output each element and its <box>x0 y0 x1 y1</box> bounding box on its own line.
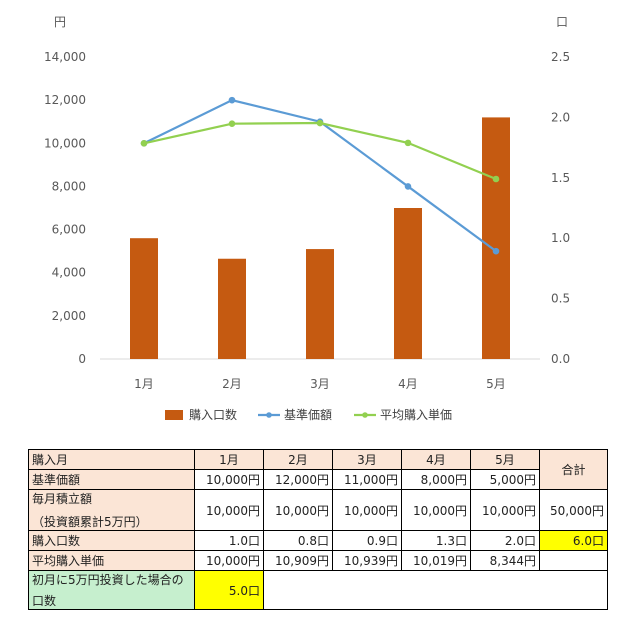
y-left-tick-label: 4,000 <box>52 266 86 280</box>
data-table: 購入月 1月 2月 3月 4月 5月 合計 基準価額 10,000円 12,00… <box>28 449 608 610</box>
series-point <box>228 96 236 104</box>
y-left-tick-label: 12,000 <box>44 93 86 107</box>
x-axis-labels: 1月 2月 3月 4月 5月 <box>134 377 506 391</box>
legend-marker <box>362 412 368 418</box>
header-month: 1月 <box>194 449 264 470</box>
header-label: 購入月 <box>28 449 195 470</box>
cell: 10,000円 <box>194 550 264 571</box>
row-label-line2: （投資額累計5万円） <box>32 515 148 529</box>
legend-label: 平均購入単価 <box>380 408 452 422</box>
y-axis-left-ticks: 0 2,000 4,000 6,000 8,000 10,000 12,000 14,000 <box>44 50 86 366</box>
cell: 0.9口 <box>332 530 402 551</box>
y-right-tick-label: 2.0 <box>551 110 570 124</box>
cell: 10,000円 <box>194 489 264 531</box>
y-right-tick-label: 1.5 <box>551 171 570 185</box>
series-point <box>140 139 148 147</box>
empty-cell <box>539 550 608 571</box>
y-axis-right-ticks: 0.0 0.5 1.0 1.5 2.0 2.5 <box>551 50 570 366</box>
x-tick-label: 5月 <box>486 377 506 391</box>
cell: 10,909円 <box>263 550 333 571</box>
series-point <box>404 183 412 190</box>
series-point <box>316 119 324 127</box>
y-left-tick-label: 0 <box>78 352 86 366</box>
y-left-tick-label: 2,000 <box>52 309 86 323</box>
series-point <box>492 247 500 255</box>
y-left-tick-label: 10,000 <box>44 136 86 150</box>
cell: 2.0口 <box>470 530 540 551</box>
legend-label: 基準価額 <box>284 407 332 422</box>
row-label: 購入口数 <box>28 530 195 551</box>
cell: 10,019円 <box>401 550 471 571</box>
legend: 購入口数 基準価額 平均購入単価 <box>165 407 452 422</box>
x-tick-label: 4月 <box>398 377 418 391</box>
y-right-tick-label: 2.5 <box>551 50 570 64</box>
header-month: 3月 <box>332 449 402 470</box>
y-left-tick-label: 14,000 <box>44 50 86 64</box>
y-right-tick-label: 0.0 <box>551 352 570 366</box>
series-point <box>228 120 236 127</box>
y-axis-right-unit: 口 <box>556 15 568 29</box>
bar <box>482 117 510 360</box>
table-header-row: 購入月 1月 2月 3月 4月 5月 合計 <box>28 449 608 490</box>
table-row: 基準価額 10,000円 12,000円 11,000円 8,000円 5,00… <box>28 469 608 490</box>
table-row: 初月に5万円投資した場合の 口数 5.0口 <box>28 570 608 610</box>
total-cell: 50,000円 <box>539 489 608 531</box>
bar <box>306 249 334 359</box>
row-label: 平均購入単価 <box>28 550 195 571</box>
x-tick-label: 3月 <box>310 377 330 391</box>
cell: 10,000円 <box>332 489 402 531</box>
cell: 1.0口 <box>194 530 264 551</box>
table-row: 平均購入単価 10,000円 10,909円 10,939円 10,019円 8… <box>28 550 608 571</box>
y-right-tick-label: 1.0 <box>551 231 570 245</box>
legend-swatch <box>165 410 183 420</box>
cell: 8,000円 <box>401 469 471 490</box>
table-row: 毎月積立額 （投資額累計5万円） 10,000円 10,000円 10,000円… <box>28 489 608 531</box>
cell: 8,344円 <box>470 550 540 571</box>
x-tick-label: 2月 <box>222 377 242 391</box>
cell: 10,000円 <box>470 489 540 531</box>
legend-marker <box>266 412 272 418</box>
cell: 10,000円 <box>401 489 471 531</box>
row-label: 毎月積立額 （投資額累計5万円） <box>28 489 195 531</box>
total-cell: 6.0口 <box>539 530 608 551</box>
table-row: 購入口数 1.0口 0.8口 0.9口 1.3口 2.0口 6.0口 <box>28 530 608 551</box>
row-label: 基準価額 <box>28 469 195 490</box>
series-line <box>143 121 497 181</box>
series-point <box>404 139 412 147</box>
cell: 0.8口 <box>263 530 333 551</box>
bar <box>130 238 158 359</box>
series-point <box>492 175 500 183</box>
header-month: 5月 <box>470 449 540 470</box>
line-series <box>140 96 500 255</box>
cell: 10,000円 <box>263 489 333 531</box>
cell: 10,000円 <box>194 469 264 490</box>
cell: 10,939円 <box>332 550 402 571</box>
y-right-tick-label: 0.5 <box>551 292 570 306</box>
cell: 1.3口 <box>401 530 471 551</box>
legend-label: 購入口数 <box>189 407 237 422</box>
header-month: 4月 <box>401 449 471 470</box>
y-left-tick-label: 8,000 <box>52 179 86 193</box>
bar-series <box>130 117 510 360</box>
y-left-tick-label: 6,000 <box>52 223 86 237</box>
row-label-line1: 初月に5万円投資した場合の <box>32 573 184 587</box>
cell: 12,000円 <box>263 469 333 490</box>
row-label-line2: 口数 <box>32 594 57 608</box>
row-label-line1: 毎月積立額 <box>32 492 93 506</box>
row-label: 初月に5万円投資した場合の 口数 <box>28 570 195 610</box>
empty-cell <box>263 570 608 610</box>
chart: 円 口 0 2,000 4,000 6,000 8,000 10,000 12,000 14,… <box>44 15 570 422</box>
header-month: 2月 <box>263 449 333 470</box>
cell: 11,000円 <box>332 469 402 490</box>
y-axis-left-unit: 円 <box>54 15 66 29</box>
x-tick-label: 1月 <box>134 377 154 391</box>
bar <box>394 208 422 359</box>
bar <box>218 258 246 359</box>
cell: 5,000円 <box>470 469 540 490</box>
header-total: 合計 <box>539 449 608 490</box>
lump-units-cell: 5.0口 <box>194 570 264 610</box>
